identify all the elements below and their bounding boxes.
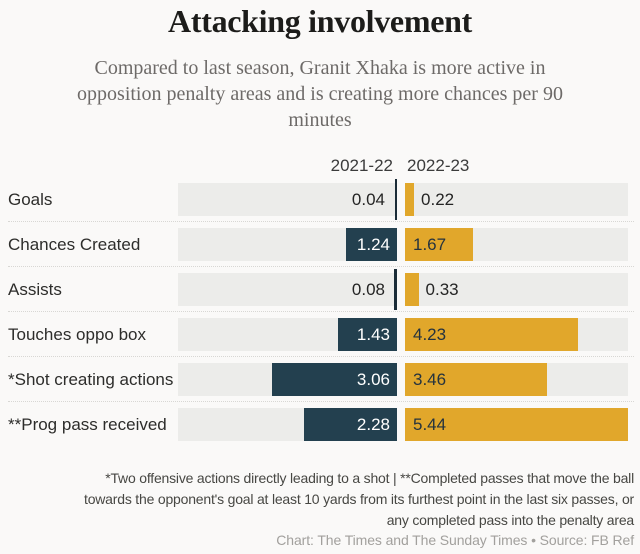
chart-row: Chances Created 1.24 1.67 xyxy=(0,228,640,261)
column-header-2021-22: 2021-22 xyxy=(330,156,393,175)
column-header-2022-23: 2022-23 xyxy=(407,156,470,175)
bar-2021-22 xyxy=(393,269,397,310)
bar-2022-23: 1.67 xyxy=(405,228,474,261)
bar-2021-22: 1.24 xyxy=(346,228,397,261)
bar-value-2022-23: 0.22 xyxy=(421,190,455,209)
bar-track-2021-22: 2.28 xyxy=(178,408,397,441)
chart-row: **Prog pass received 2.28 5.44 xyxy=(0,408,640,441)
bar-2022-23 xyxy=(405,273,419,306)
row-label: **Prog pass received xyxy=(8,415,167,434)
chart-subtitle-line: opposition penalty areas and is creating… xyxy=(77,83,563,105)
bar-track-2021-22: 0.08 xyxy=(178,269,397,310)
bar-track-2021-22: 0.04 xyxy=(178,179,397,220)
footnote-line: any completed pass into the penalty area xyxy=(386,512,634,528)
bar-track-2022-23: 5.44 xyxy=(405,408,628,441)
bar-value-2022-23: 3.46 xyxy=(413,370,447,389)
chart-credit: Chart: The Times and The Sunday Times • … xyxy=(276,532,634,548)
bar-value-2021-22: 2.28 xyxy=(356,415,390,434)
bar-value-2022-23: 1.67 xyxy=(413,235,447,254)
row-separator xyxy=(8,355,634,357)
bar-value-2021-22: 0.04 xyxy=(351,190,385,209)
bar-2022-23: 3.46 xyxy=(405,363,547,396)
chart-row: *Shot creating actions 3.06 3.46 xyxy=(0,363,640,396)
row-label: Touches oppo box xyxy=(8,325,146,344)
bar-value-2021-22: 1.43 xyxy=(356,325,390,344)
bar-2022-23: 4.23 xyxy=(405,318,579,351)
chart-subtitle: Compared to last season, Granit Xhaka is… xyxy=(0,55,640,133)
chart-row: Touches oppo box 1.43 4.23 xyxy=(0,318,640,351)
bar-track-2022-23: 4.23 xyxy=(405,318,628,351)
row-separator xyxy=(8,265,634,267)
bar-track-2021-22: 3.06 xyxy=(178,363,397,396)
row-label: Chances Created xyxy=(8,235,141,254)
row-label: *Shot creating actions xyxy=(8,370,174,389)
row-separator xyxy=(8,220,634,222)
bar-track-2022-23: 1.67 xyxy=(405,228,628,261)
bar-track-2022-23: 0.33 xyxy=(405,273,628,306)
row-label: Assists xyxy=(8,280,62,299)
bar-track-2022-23: 0.22 xyxy=(405,183,628,216)
chart-subtitle-line: Compared to last season, Granit Xhaka is… xyxy=(94,57,546,79)
bar-value-2022-23: 0.33 xyxy=(425,280,459,299)
chart-footnote: *Two offensive actions directly leading … xyxy=(6,468,634,531)
bar-value-2021-22: 1.24 xyxy=(356,235,390,254)
bar-value-2022-23: 4.23 xyxy=(413,325,447,344)
chart-subtitle-line: minutes xyxy=(288,109,352,131)
bar-2022-23: 5.44 xyxy=(405,408,628,441)
bar-2021-22: 1.43 xyxy=(338,318,397,351)
bar-2022-23 xyxy=(405,183,415,216)
bar-2021-22: 3.06 xyxy=(271,363,397,396)
row-label: Goals xyxy=(8,190,53,209)
chart-row: Assists 0.08 0.33 xyxy=(0,269,640,310)
bar-value-2022-23: 5.44 xyxy=(413,415,447,434)
row-separator xyxy=(8,400,634,402)
bar-value-2021-22: 0.08 xyxy=(351,280,385,299)
bar-2021-22: 2.28 xyxy=(303,408,397,441)
chart-row: Goals 0.04 0.22 xyxy=(0,179,640,220)
bar-track-2021-22: 1.43 xyxy=(178,318,397,351)
bar-2021-22 xyxy=(395,179,397,220)
footnote-line: towards the opponent's goal at least 10 … xyxy=(84,491,634,507)
bar-track-2021-22: 1.24 xyxy=(178,228,397,261)
row-separator xyxy=(8,310,634,312)
bar-track-2022-23: 3.46 xyxy=(405,363,628,396)
bar-value-2021-22: 3.06 xyxy=(356,370,390,389)
footnote-line: *Two offensive actions directly leading … xyxy=(105,470,634,486)
chart-title: Attacking involvement xyxy=(168,3,472,39)
